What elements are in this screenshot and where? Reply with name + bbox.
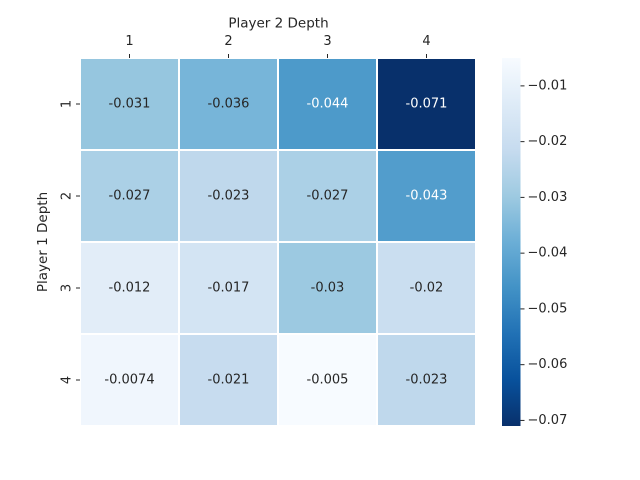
- cell-value-label: -0.036: [208, 97, 250, 112]
- x-tick-label: 4: [422, 34, 430, 49]
- colorbar-tick-label: −0.07: [528, 413, 568, 428]
- y-tick-label: 3: [60, 284, 75, 292]
- heatmap-cell-labels: -0.031 -0.036 -0.044 -0.071 -0.027 -0.023 -0.0…: [104, 97, 447, 388]
- cell-value-label: -0.043: [406, 189, 448, 204]
- colorbar: [502, 58, 521, 426]
- heatmap-cells: [79, 57, 477, 427]
- heatmap-cell: [376, 57, 477, 151]
- y-tick-label: 2: [60, 192, 75, 200]
- cell-value-label: -0.031: [109, 97, 151, 112]
- cell-value-label: -0.071: [406, 97, 448, 112]
- cell-value-label: -0.03: [311, 281, 345, 296]
- cell-value-label: -0.027: [307, 189, 349, 204]
- y-tick-label: 1: [60, 100, 75, 108]
- cell-value-label: -0.044: [307, 97, 349, 112]
- heatmap-cell: [79, 57, 180, 151]
- colorbar-ticks: −0.01 −0.02 −0.03 −0.04 −0.05 −0.06 −0.07: [520, 78, 568, 428]
- y-tick-label: 4: [60, 376, 75, 384]
- heatmap-cell: [376, 333, 477, 427]
- heatmap-cell: [178, 333, 279, 427]
- cell-value-label: -0.005: [307, 373, 349, 388]
- cell-value-label: -0.012: [109, 281, 151, 296]
- cell-value-label: -0.02: [410, 281, 444, 296]
- x-tick-label: 3: [323, 34, 331, 49]
- cell-value-label: -0.021: [208, 373, 250, 388]
- heatmap-cell: [376, 149, 477, 243]
- cell-value-label: -0.017: [208, 281, 250, 296]
- heatmap-cell: [79, 333, 180, 427]
- cell-value-label: -0.027: [109, 189, 151, 204]
- heatmap-cell: [178, 57, 279, 151]
- heatmap-cell: [376, 241, 477, 335]
- heatmap-cell: [178, 149, 279, 243]
- x-tick-label: 2: [224, 34, 232, 49]
- colorbar-tick-label: −0.05: [528, 301, 568, 316]
- cell-value-label: -0.023: [208, 189, 250, 204]
- colorbar-tick-label: −0.03: [528, 190, 568, 205]
- cell-value-label: -0.023: [406, 373, 448, 388]
- x-axis-ticks: 1 2 3 4: [125, 34, 431, 58]
- colorbar-tick-label: −0.06: [528, 357, 568, 372]
- colorbar-tick-label: −0.01: [528, 78, 568, 93]
- colorbar-tick-label: −0.02: [528, 134, 568, 149]
- heatmap-cell: [178, 241, 279, 335]
- colorbar-tick-label: −0.04: [528, 246, 568, 261]
- y-axis-ticks: 1 2 3 4: [60, 100, 80, 384]
- x-tick-label: 1: [125, 34, 133, 49]
- x-axis-label: Player 2 Depth: [228, 16, 328, 32]
- y-axis-label: Player 1 Depth: [35, 192, 51, 292]
- cell-value-label: -0.0074: [104, 373, 154, 388]
